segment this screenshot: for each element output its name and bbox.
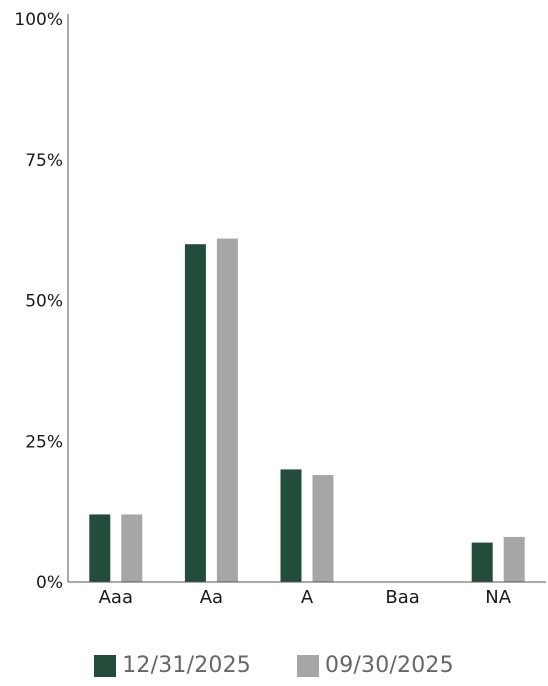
- bar-na-series-1: [471, 542, 493, 582]
- bar-aa-series-1: [184, 244, 206, 582]
- x-tick-label: Baa: [385, 587, 419, 608]
- y-tick-label: 25%: [25, 432, 63, 452]
- legend-label-series-1: 12/31/2025: [122, 653, 251, 678]
- bar-group: [89, 238, 525, 582]
- bar-na-series-2: [503, 536, 525, 582]
- bar-aaa-series-2: [121, 514, 143, 582]
- x-tick-label: Aa: [200, 587, 223, 608]
- bar-aaa-series-1: [89, 514, 111, 582]
- legend: 12/31/2025 09/30/2025: [0, 653, 548, 678]
- x-tick-label: A: [301, 587, 314, 608]
- bar-chart: 0% 25% 50% 75% 100% Aaa Aa A Baa NA: [14, 10, 546, 608]
- x-axis-labels: Aaa Aa A Baa NA: [99, 587, 512, 608]
- y-tick-label: 50%: [25, 292, 63, 312]
- y-tick-label: 75%: [25, 151, 63, 171]
- bar-aa-series-2: [216, 238, 238, 582]
- y-axis-ticks: 0% 25% 50% 75% 100%: [14, 10, 63, 593]
- bar-a-series-1: [280, 469, 302, 582]
- legend-label-series-2: 09/30/2025: [325, 653, 454, 678]
- bar-a-series-2: [312, 475, 334, 582]
- legend-item-series-1: 12/31/2025: [94, 653, 251, 678]
- y-tick-label: 100%: [14, 10, 63, 30]
- legend-swatch-series-2: [297, 654, 319, 677]
- x-tick-label: Aaa: [99, 587, 133, 608]
- x-tick-label: NA: [485, 587, 511, 608]
- legend-item-series-2: 09/30/2025: [297, 653, 454, 678]
- legend-swatch-series-1: [94, 654, 117, 677]
- y-tick-label: 0%: [36, 573, 63, 593]
